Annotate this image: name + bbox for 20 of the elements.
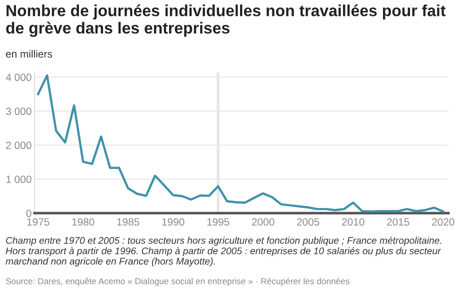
x-tick-label: 2010	[342, 218, 364, 226]
x-tick-label: 1975	[27, 218, 50, 226]
y-tick-label: 2 000	[6, 142, 32, 150]
y-tick-label: 3 000	[6, 108, 32, 116]
y-tick-label: 4 000	[6, 74, 32, 82]
x-tick-label: 1985	[117, 218, 140, 226]
x-tick-label: 1995	[207, 218, 230, 226]
source-note: Source: Dares, enquête Acemo « Dialogue social en entreprise » · Récupérer les données	[6, 278, 350, 286]
x-tick-label: 2015	[387, 218, 410, 226]
x-tick-label: 1990	[162, 218, 184, 226]
x-tick-label: 1980	[72, 218, 94, 226]
line-series	[36, 74, 444, 213]
y-tick-label: 0	[26, 210, 32, 218]
x-tick-label: 2020	[432, 218, 454, 226]
text: Champ entre 1970 et 2005 : tous secteurs hors agriculture et fonction publique ; France métropolitaine. Hors transport à partir de 1996. Champ à partir de 2005 : entreprises de 10 salariés ou plus du secteur marchand non agricole en France (hors Mayotte).	[6, 236, 442, 266]
x-tick-label: 2000	[252, 218, 274, 226]
y-tick-label: 1 000	[6, 176, 32, 184]
chart-title: Nombre de journées individuelles non travaillées pour fait de grève dans les entreprises	[6, 4, 446, 37]
x-tick-label: 2005	[297, 218, 320, 226]
chart-subtitle: en milliers	[6, 50, 52, 58]
